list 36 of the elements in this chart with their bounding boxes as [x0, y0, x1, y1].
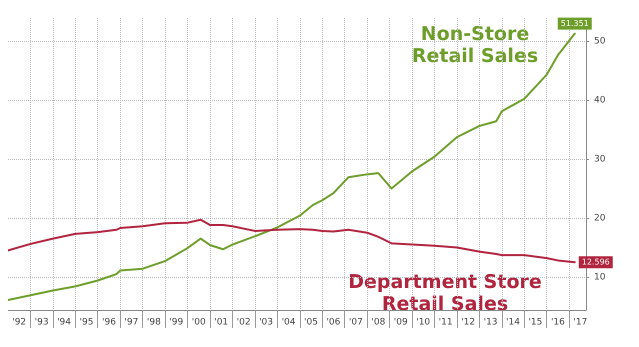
x-tick-label: '95: [80, 318, 94, 328]
x-tick-label: '93: [34, 318, 49, 328]
x-tick-label: '09: [394, 318, 408, 328]
x-tick-label: '14: [506, 318, 520, 328]
x-tick-label: '10: [416, 318, 430, 328]
x-tick-label: '04: [282, 318, 296, 328]
x-tick-label: '94: [57, 318, 72, 328]
data-label: 51.351: [560, 19, 589, 28]
series-label: Department Store Retail Sales: [348, 271, 542, 315]
x-tick-label: '13: [484, 318, 498, 328]
data-label: 12.596: [582, 258, 610, 267]
x-tick-label: '06: [326, 318, 341, 328]
x-tick-label: '92: [12, 318, 26, 328]
y-tick-label: 30: [594, 154, 606, 165]
line-series: [8, 218, 576, 264]
x-tick-label: '97: [124, 318, 138, 328]
x-tick-label: '98: [146, 318, 162, 328]
x-tick-label: '03: [259, 318, 274, 328]
legend-label: Non-Store Retail Sales: [412, 23, 538, 67]
y-tick-label: 40: [594, 96, 606, 106]
x-tick-label: '12: [461, 318, 476, 328]
x-tick-label: '00: [192, 318, 206, 328]
x-tick-label: '99: [169, 318, 184, 328]
x-tick-label: '11: [438, 318, 453, 328]
y-tick-label: 20: [594, 214, 606, 224]
y-tick-label: 50: [594, 36, 606, 47]
x-tick-label: '17: [573, 318, 588, 328]
x-tick-label: '05: [304, 318, 318, 328]
x-tick-label: '08: [371, 318, 386, 328]
x-tick-label: '15: [528, 318, 542, 328]
x-tick-label: '07: [348, 318, 363, 328]
x-tick-label: '96: [102, 318, 116, 328]
y-tick-label: 10: [594, 272, 606, 283]
x-tick-label: '02: [236, 318, 251, 328]
x-tick-label: '16: [550, 318, 566, 328]
x-tick-label: '01: [214, 318, 228, 328]
